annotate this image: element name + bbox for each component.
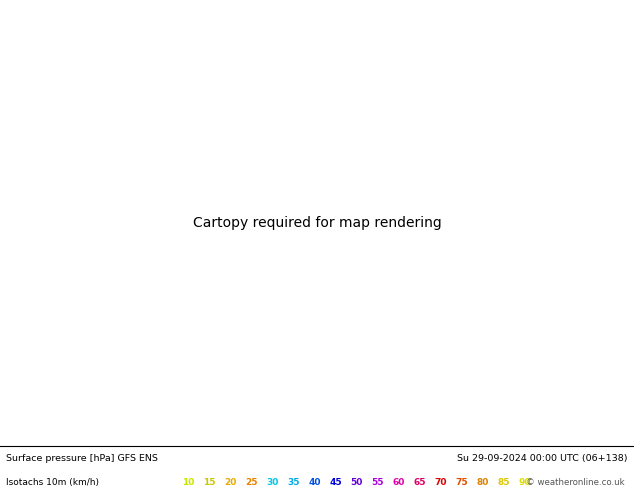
Text: 50: 50 (351, 478, 363, 487)
Text: 20: 20 (224, 478, 236, 487)
Text: 55: 55 (372, 478, 384, 487)
Text: Cartopy required for map rendering: Cartopy required for map rendering (193, 216, 441, 230)
Text: 40: 40 (308, 478, 321, 487)
Text: 10: 10 (182, 478, 194, 487)
Text: Surface pressure [hPa] GFS ENS: Surface pressure [hPa] GFS ENS (6, 454, 158, 463)
Text: 75: 75 (456, 478, 469, 487)
Text: 60: 60 (392, 478, 405, 487)
Text: 45: 45 (329, 478, 342, 487)
Text: Isotachs 10m (km/h): Isotachs 10m (km/h) (6, 478, 100, 487)
Text: © weatheronline.co.uk: © weatheronline.co.uk (526, 478, 624, 487)
Text: 70: 70 (435, 478, 447, 487)
Text: 80: 80 (477, 478, 489, 487)
Text: 85: 85 (498, 478, 510, 487)
Text: 30: 30 (266, 478, 278, 487)
Text: 15: 15 (203, 478, 216, 487)
Text: 25: 25 (245, 478, 257, 487)
Text: 35: 35 (287, 478, 300, 487)
Text: 65: 65 (413, 478, 426, 487)
Text: Su 29-09-2024 00:00 UTC (06+138): Su 29-09-2024 00:00 UTC (06+138) (457, 454, 628, 463)
Text: 90: 90 (519, 478, 531, 487)
